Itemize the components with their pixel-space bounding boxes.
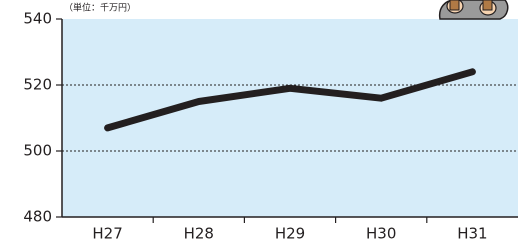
x-tick-label: H27: [92, 225, 122, 243]
x-tick-label: H30: [366, 225, 396, 243]
x-tick-label: H28: [184, 225, 214, 243]
y-tick-label: 520: [23, 76, 52, 94]
y-tick-label: 540: [23, 10, 52, 28]
x-tick-label: H31: [457, 225, 487, 243]
y-tick-label: 480: [23, 208, 52, 226]
unit-label: （単位：千万円）: [64, 2, 136, 14]
chart: （単位：千万円） 480 500 520 540 H27 H28 H29 H30 H31: [0, 0, 518, 246]
y-tick-label: 500: [23, 142, 52, 160]
x-tick-label: H29: [275, 225, 305, 243]
illustration: [440, 0, 508, 19]
